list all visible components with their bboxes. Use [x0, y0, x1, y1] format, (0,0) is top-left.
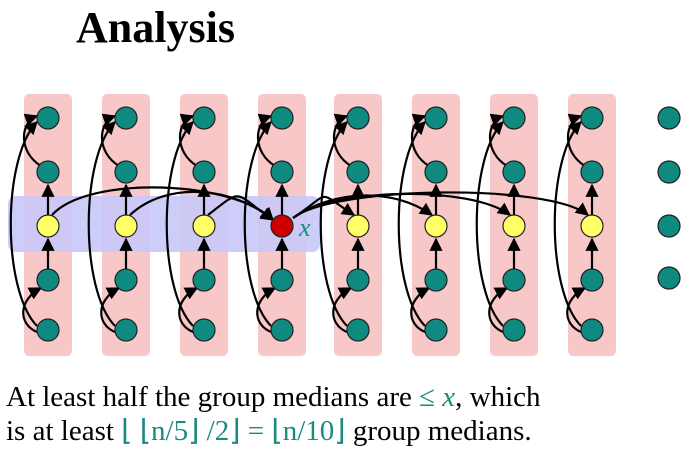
- element-node: [580, 318, 604, 342]
- pivot-label: x: [298, 213, 311, 242]
- comparison-arrow: [488, 287, 509, 334]
- element-node: [424, 160, 448, 184]
- caption-line-2: is at least ⌊ ⌊n/5⌋ /2⌋ = ⌊n/10⌋ group m…: [6, 414, 541, 448]
- element-node: [114, 268, 138, 292]
- element-node: [346, 160, 370, 184]
- caption-text: At least half the group medians are: [6, 381, 420, 413]
- element-node: [192, 268, 216, 292]
- comparison-arrow: [101, 113, 120, 167]
- caption-text: , which: [455, 381, 541, 413]
- group-median-node: [114, 214, 138, 238]
- caption-line-1: At least half the group medians are ≤ x,…: [6, 380, 541, 414]
- comparison-arrow: [332, 287, 353, 334]
- comparison-arrow: [23, 113, 42, 167]
- element-node: [502, 160, 526, 184]
- comparison-arrow: [410, 287, 431, 334]
- comparison-arrow: [179, 113, 198, 167]
- element-node: [346, 268, 370, 292]
- group-median-node: [580, 214, 604, 238]
- element-node: [36, 318, 60, 342]
- comparison-arrow: [22, 287, 43, 334]
- element-node: [114, 318, 138, 342]
- comparison-arrow: [178, 287, 199, 334]
- comparison-arrow: [87, 121, 116, 327]
- comparison-arrow: [207, 195, 275, 221]
- element-node: [424, 318, 448, 342]
- group-median-node: [346, 214, 370, 238]
- comparison-arrow: [567, 113, 586, 167]
- element-node: [424, 106, 448, 130]
- comparison-arrow: [256, 287, 277, 334]
- comparison-arrow: [489, 113, 508, 167]
- element-node: [270, 318, 294, 342]
- element-node: [346, 318, 370, 342]
- element-node: [346, 106, 370, 130]
- group-median-node: [192, 214, 216, 238]
- element-node: [270, 268, 294, 292]
- comparison-arrow: [319, 121, 348, 327]
- median-of-medians-diagram: x: [8, 94, 681, 356]
- comparison-arrow: [553, 121, 582, 327]
- comparison-arrow: [243, 121, 272, 327]
- element-node: [502, 106, 526, 130]
- element-node: [114, 106, 138, 130]
- element-node: [192, 106, 216, 130]
- element-node: [502, 268, 526, 292]
- comparison-arrow: [333, 113, 352, 167]
- caption-text: group medians.: [345, 415, 532, 447]
- caption-formula: ⌊ ⌊n/5⌋ /2⌋ = ⌊n/10⌋: [121, 415, 346, 447]
- caption: At least half the group medians are ≤ x,…: [6, 380, 541, 448]
- element-node: [36, 160, 60, 184]
- group-median-node: [502, 214, 526, 238]
- group-median-node: [424, 214, 448, 238]
- element-node: [192, 318, 216, 342]
- continuation-dot: [657, 106, 681, 130]
- element-node: [192, 160, 216, 184]
- element-node: [580, 106, 604, 130]
- comparison-arrow: [257, 113, 276, 167]
- caption-text: is at least: [6, 415, 122, 447]
- element-node: [580, 160, 604, 184]
- element-node: [270, 160, 294, 184]
- element-node: [36, 106, 60, 130]
- element-node: [580, 268, 604, 292]
- comparison-arrow: [566, 287, 587, 334]
- element-node: [270, 106, 294, 130]
- element-node: [114, 160, 138, 184]
- slide-title: Analysis: [76, 3, 235, 52]
- continuation-dot: [657, 160, 681, 184]
- comparison-arrow: [165, 121, 194, 327]
- continuation-dot: [657, 266, 681, 290]
- comparison-arrow: [292, 191, 590, 219]
- element-node: [36, 268, 60, 292]
- comparison-arrow: [475, 121, 504, 327]
- comparison-arrow: [9, 121, 38, 327]
- element-node: [502, 318, 526, 342]
- medians-highlight-band: [8, 196, 320, 252]
- caption-relation: ≤: [419, 381, 443, 413]
- comparison-arrow: [100, 287, 121, 334]
- caption-variable: x: [442, 381, 456, 413]
- comparison-arrow: [397, 121, 426, 327]
- continuation-dot: [657, 214, 681, 238]
- element-node: [424, 268, 448, 292]
- pivot-median-node: [270, 214, 294, 238]
- group-median-node: [36, 214, 60, 238]
- comparison-arrow: [411, 113, 430, 167]
